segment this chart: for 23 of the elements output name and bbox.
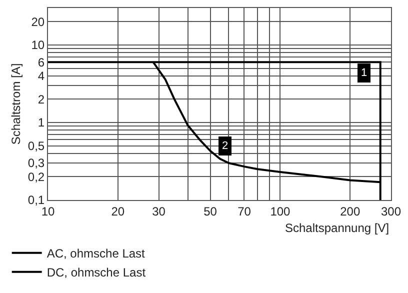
x-tick-label: 300	[380, 204, 402, 218]
x-tick-label: 200	[340, 204, 360, 218]
y-tick-label: 0,3	[28, 156, 45, 170]
y-tick-label: 20	[31, 14, 45, 29]
x-tick-label: 100	[270, 204, 291, 218]
x-axis-title: Schaltspannung [V]	[285, 221, 390, 235]
y-tick-label: 4	[38, 69, 45, 84]
y-tick-label: 2	[38, 92, 45, 106]
y-tick-label: 10	[31, 38, 45, 52]
y-tick-label: 0,1	[28, 193, 45, 208]
x-tick-label: 50	[204, 204, 218, 218]
x-tick-label: 30	[152, 204, 166, 218]
legend-label: AC, ohmsche Last	[46, 246, 146, 261]
annotation: 2	[222, 140, 228, 152]
y-axis-title: Schaltstrom [A]	[9, 63, 24, 145]
y-tick-label: 0,2	[28, 170, 45, 184]
y-tick-label: 0,5	[28, 139, 45, 154]
x-tick-label: 70	[238, 204, 252, 218]
annotation: 1	[361, 67, 368, 79]
y-tick-label: 1	[38, 116, 45, 130]
legend-label: DC, ohmsche Last	[46, 266, 146, 280]
y-tick-label: 6	[38, 55, 45, 70]
x-tick-label: 20	[111, 204, 125, 218]
